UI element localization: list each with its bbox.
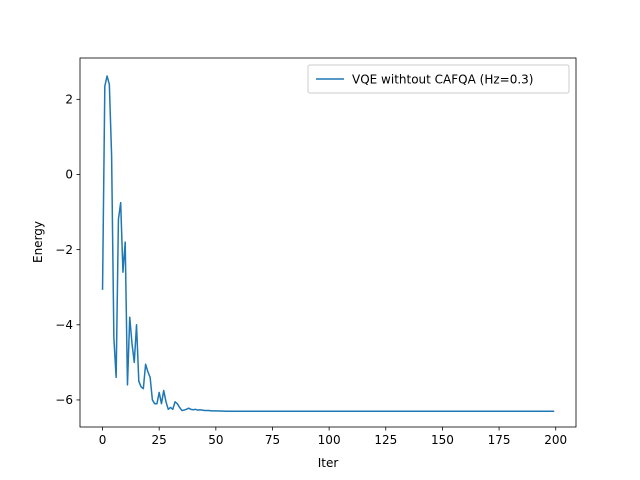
y-tick-label: 2 <box>65 93 73 107</box>
x-tick-label: 0 <box>99 433 107 447</box>
legend: VQE withtout CAFQA (Hz=0.3) <box>307 64 570 94</box>
y-axis-ticks: −6 −4 −2 0 2 <box>55 93 80 407</box>
y-axis-label: Energy <box>31 221 45 263</box>
y-tick-label: −2 <box>55 243 73 257</box>
x-axis-label: Iter <box>318 456 339 470</box>
x-tick-label: 50 <box>208 433 223 447</box>
legend-frame <box>307 64 570 94</box>
x-tick-label: 25 <box>152 433 167 447</box>
legend-label: VQE withtout CAFQA (Hz=0.3) <box>352 73 533 87</box>
x-tick-label: 75 <box>265 433 280 447</box>
x-axis-ticks: 0 25 50 75 100 125 150 175 200 <box>99 427 567 447</box>
x-tick-label: 175 <box>488 433 511 447</box>
series-line-0 <box>101 75 555 412</box>
x-tick-label: 125 <box>374 433 397 447</box>
x-tick-label: 150 <box>431 433 454 447</box>
y-tick-label: −4 <box>55 318 73 332</box>
x-tick-label: 200 <box>544 433 567 447</box>
x-tick-label: 100 <box>318 433 341 447</box>
plot-frame <box>79 57 577 428</box>
plot-area <box>80 58 576 427</box>
axes-layer <box>79 57 577 428</box>
y-tick-label: 0 <box>65 168 73 182</box>
y-tick-label: −6 <box>55 393 73 407</box>
series-layer <box>101 75 555 412</box>
